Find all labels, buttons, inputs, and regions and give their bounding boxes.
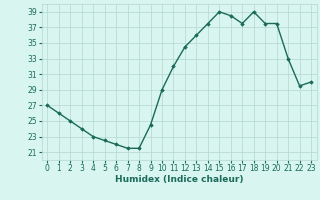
X-axis label: Humidex (Indice chaleur): Humidex (Indice chaleur) <box>115 175 244 184</box>
